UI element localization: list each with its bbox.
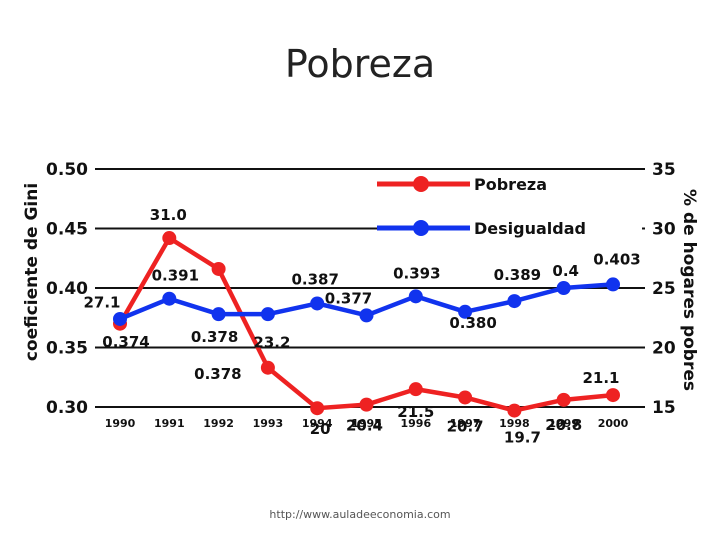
pobreza-data-label: 21.5 (397, 403, 434, 421)
desigualdad-data-label: 0.387 (291, 270, 338, 288)
y-right-tick-label: 35 (652, 160, 676, 180)
source-url: http://www.auladeeconomia.com (269, 508, 451, 521)
right-axis-ticks: 15 20 25 30 35 (652, 160, 676, 418)
x-tick-label: 1998 (499, 417, 530, 430)
data-point-pobreza (260, 360, 275, 375)
y-right-tick-label: 15 (652, 398, 676, 418)
series-line-pobreza (118, 235, 614, 413)
grid-lines (95, 168, 645, 408)
x-tick-label: 1993 (253, 417, 284, 430)
x-tick-label: 1996 (400, 417, 431, 430)
legend-item-desigualdad: Desigualdad (377, 218, 642, 240)
desigualdad-data-label: 0.378 (191, 328, 238, 346)
data-point-pobreza (458, 390, 473, 405)
pobreza-data-label: 20 (310, 420, 331, 438)
slide-title: Pobreza (284, 42, 436, 86)
data-point-desigualdad (310, 296, 325, 311)
x-tick-label: 1992 (203, 417, 234, 430)
legend-item-pobreza: Pobreza (377, 174, 642, 196)
desigualdad-data-label: 0.393 (393, 264, 440, 282)
y-left-tick-label: 0.45 (46, 220, 88, 240)
desigualdad-data-label: 0.378 (194, 365, 241, 383)
y-right-tick-label: 25 (652, 279, 676, 299)
y-axis-left-label: coeficiente de Gini (22, 183, 42, 361)
legend-label: Desigualdad (474, 219, 586, 238)
pobreza-data-label: 20.4 (346, 417, 383, 435)
y-left-tick-label: 0.35 (46, 339, 88, 359)
data-point-desigualdad (408, 289, 423, 304)
data-point-desigualdad (359, 308, 374, 323)
data-point-pobreza (606, 388, 620, 403)
x-tick-label: 1999 (548, 417, 579, 430)
x-tick-label: 1990 (105, 417, 136, 430)
desigualdad-data-label: 0.374 (102, 333, 149, 351)
pobreza-data-label: 19.7 (504, 429, 541, 447)
legend-background (380, 218, 642, 240)
data-point-pobreza (211, 261, 226, 276)
pobreza-data-label: 23.2 (253, 334, 290, 352)
desigualdad-data-label: 0.389 (494, 266, 541, 284)
x-tick-label: 1991 (154, 417, 185, 430)
pobreza-data-label: 20.7 (447, 417, 484, 435)
data-point-desigualdad (260, 307, 275, 322)
data-point-pobreza (408, 382, 423, 397)
data-point-desigualdad (556, 281, 571, 295)
x-tick-label: 1997 (450, 417, 481, 430)
desigualdad-data-label: 0.403 (593, 250, 640, 268)
left-axis-ticks: 0.30 0.35 0.40 0.45 0.50 (46, 160, 88, 418)
data-point-desigualdad (507, 294, 522, 309)
desigualdad-data-label: 0.391 (152, 267, 199, 285)
x-axis-ticks: 1990 1991 1992 1993 1994 1995 1996 1997 1998 1999… (105, 417, 629, 430)
data-point-desigualdad (458, 304, 473, 319)
legend-swatch-marker (413, 176, 429, 192)
data-point-desigualdad (211, 307, 226, 322)
desigualdad-data-label: 0.4 (552, 262, 579, 280)
data-point-pobreza (310, 401, 325, 416)
pobreza-data-label: 20.8 (545, 416, 582, 434)
y-right-tick-label: 30 (652, 220, 676, 240)
data-point-desigualdad (113, 311, 127, 326)
x-tick-label: 1994 (302, 417, 333, 430)
data-point-pobreza (556, 392, 571, 407)
y-right-tick-label: 20 (652, 339, 676, 359)
data-point-desigualdad (162, 291, 177, 306)
data-point-pobreza (162, 231, 177, 246)
data-point-desigualdad (606, 277, 620, 292)
y-axis-right-label: % de hogares pobres (679, 189, 699, 391)
data-point-pobreza (507, 403, 522, 418)
legend-swatch-marker (413, 220, 429, 236)
data-labels: 27.1 31.0 23.2 20 20.4 21.5 20.7 19.720.8 21.1 0.… (83, 206, 640, 447)
pobreza-data-label: 21.1 (582, 369, 619, 387)
legend-label: Pobreza (474, 175, 547, 194)
desigualdad-data-label: 0.377 (325, 289, 372, 307)
y-left-tick-label: 0.40 (46, 279, 88, 299)
y-left-tick-label: 0.30 (46, 398, 88, 418)
pobreza-data-label: 31.0 (150, 206, 187, 224)
y-left-tick-label: 0.50 (46, 160, 88, 180)
x-tick-label: 2000 (598, 417, 629, 430)
legend: Pobreza Desigualdad (377, 174, 642, 240)
desigualdad-data-label: 0.380 (449, 314, 496, 332)
data-point-pobreza (359, 397, 374, 412)
legend-background (380, 174, 642, 196)
pobreza-data-label: 27.1 (83, 294, 120, 312)
series (113, 231, 620, 418)
x-tick-label: 1995 (351, 417, 382, 430)
